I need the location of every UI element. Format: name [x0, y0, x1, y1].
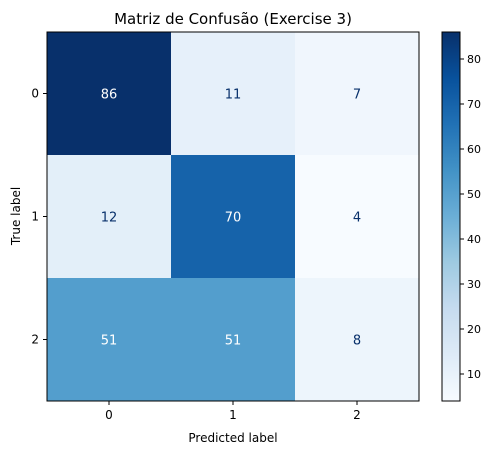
heatmap-cell [295, 32, 420, 156]
cell-value-label: 86 [101, 88, 118, 103]
heatmap-cell [47, 278, 172, 402]
cell-value-label: 12 [101, 211, 118, 226]
y-tick-label: 1 [31, 210, 39, 224]
cell-value-label: 11 [225, 88, 242, 103]
colorbar-ticks: 10 20 30 40 50 60 70 80 [460, 53, 481, 381]
heatmap-cell [171, 155, 296, 279]
y-axis-ticks: 0 1 2 [31, 87, 47, 347]
x-axis-ticks: 0 1 2 [105, 401, 361, 422]
colorbar-tick-label: 50 [467, 188, 481, 201]
colorbar-tick-label: 10 [467, 368, 481, 381]
y-tick-label: 0 [31, 87, 39, 101]
cell-value-label: 51 [101, 334, 118, 349]
colorbar-tick-label: 80 [467, 53, 481, 66]
x-tick-label: 1 [229, 408, 237, 422]
heatmap-cell [295, 155, 420, 279]
colorbar-tick-label: 30 [467, 278, 481, 291]
colorbar-tick-label: 70 [467, 98, 481, 111]
cell-value-label: 51 [225, 334, 242, 349]
heatmap-cell-labels: 86 11 7 12 70 4 51 51 8 [101, 88, 361, 349]
cell-value-label: 70 [225, 211, 242, 226]
x-tick-label: 0 [105, 408, 113, 422]
colorbar-tick-label: 60 [467, 143, 481, 156]
x-axis-label: Predicted label [188, 431, 277, 445]
heatmap-cell [47, 155, 172, 279]
heatmap-cell [171, 32, 296, 156]
colorbar [441, 31, 461, 402]
heatmap-cell [171, 278, 296, 402]
y-tick-label: 2 [31, 333, 39, 347]
heatmap-cell [295, 278, 420, 402]
colorbar-tick-label: 20 [467, 323, 481, 336]
cell-value-label: 8 [353, 334, 361, 349]
heatmap-cell [47, 32, 172, 156]
colorbar-tick-label: 40 [467, 233, 481, 246]
y-axis-label: True label [9, 187, 23, 246]
x-tick-label: 2 [353, 408, 361, 422]
chart-title: Matriz de Confusão (Exercise 3) [114, 10, 352, 28]
cell-value-label: 7 [353, 88, 361, 103]
cell-value-label: 4 [353, 211, 361, 226]
heatmap-cells [47, 32, 420, 402]
